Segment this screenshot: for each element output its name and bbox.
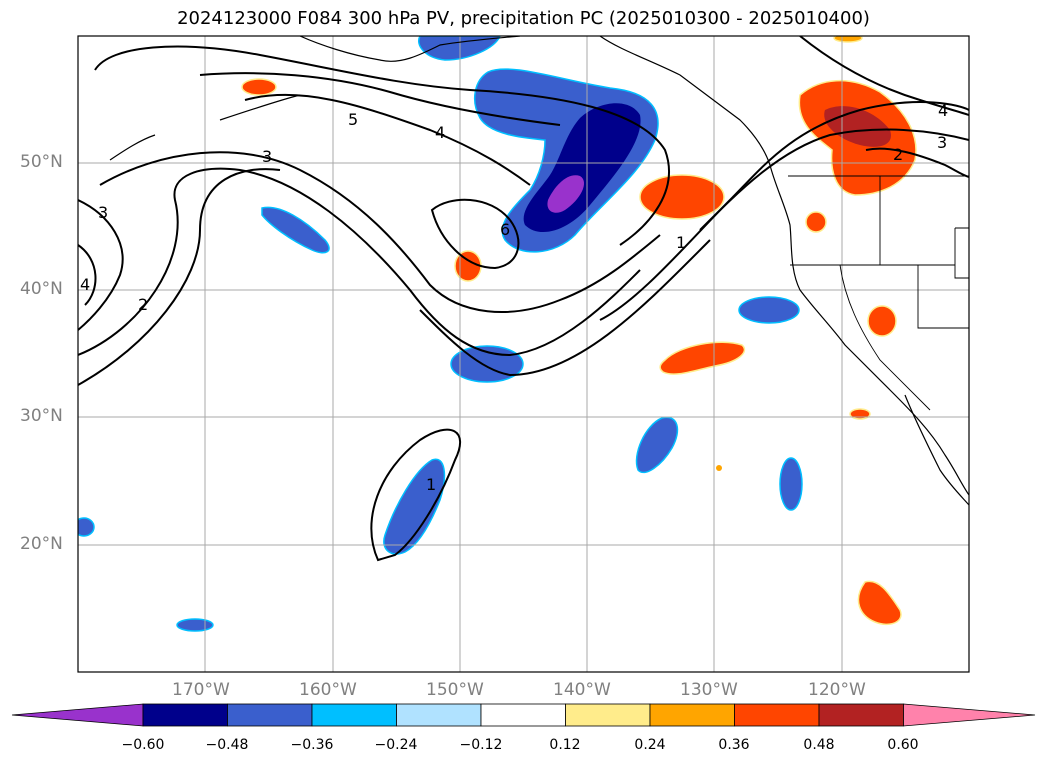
contour-label: 4 (80, 275, 90, 294)
pv-contours (78, 36, 969, 562)
colorbar (11, 703, 1036, 727)
precip-negative-peak (547, 175, 585, 213)
precip-positive-dot (716, 465, 722, 471)
lon-label: 150°W (426, 680, 484, 700)
coastlines (109, 36, 969, 506)
precip-positive-mid (659, 341, 746, 375)
colorbar-segment (480, 703, 566, 727)
colorbar-tick-label: −0.48 (205, 737, 249, 753)
lat-label: 20°N (20, 534, 63, 554)
lon-label: 130°W (680, 680, 738, 700)
colorbar-tick-label: 0.36 (718, 737, 750, 753)
precip-positive-top (833, 36, 863, 43)
lon-label: 170°W (172, 680, 230, 700)
colorbar-tick-label: −0.60 (121, 737, 165, 753)
contour-label: 2 (138, 295, 148, 314)
precip-negative-sc (635, 416, 679, 474)
colorbar-tick-label: −0.24 (374, 737, 418, 753)
colorbar-segment (734, 703, 820, 727)
contour-label: 3 (937, 133, 947, 152)
colorbar-tick-label: 0.24 (634, 737, 666, 753)
contour-labels: 5 4 3 3 2 4 6 1 1 4 3 2 (80, 101, 948, 494)
precip-positive-small-d (867, 305, 897, 337)
colorbar-tick-label: 0.12 (549, 737, 581, 753)
figure-title: 2024123000 F084 300 hPa PV, precipitatio… (177, 8, 870, 29)
colorbar-segment (311, 703, 397, 727)
precip-positive-small-c (805, 211, 827, 233)
contour-label: 5 (348, 110, 358, 129)
precip-negative-edge (78, 517, 95, 537)
ocean-background (78, 36, 969, 672)
lon-label: 120°W (808, 680, 866, 700)
colorbar-extend-min (11, 703, 144, 727)
contour-label: 6 (500, 220, 510, 239)
contour-label: 4 (938, 101, 948, 120)
precip-positive-offshore (639, 174, 725, 220)
colorbar-segment (227, 703, 313, 727)
graticule (78, 36, 969, 672)
colorbar-segment (818, 703, 904, 727)
map-frame (77, 35, 970, 673)
lon-label: 160°W (299, 680, 357, 700)
contour-label: 1 (426, 475, 436, 494)
precip-negative-w (261, 206, 330, 254)
precip-positive-small-a (241, 78, 277, 96)
precip-negative-hi (176, 618, 214, 632)
colorbar-tick-label: 0.48 (803, 737, 835, 753)
precip-negative-se (779, 457, 803, 511)
colorbar-segment (565, 703, 651, 727)
lon-label: 140°W (553, 680, 611, 700)
colorbar-tick-label: 0.60 (887, 737, 919, 753)
lat-label: 50°N (20, 152, 63, 172)
contour-label: 4 (435, 123, 445, 142)
colorbar-tick-label: −0.12 (459, 737, 503, 753)
map-content: 5 4 3 3 2 4 6 1 1 4 3 2 (78, 36, 969, 672)
precip-negative-e (738, 296, 800, 324)
contour-label: 3 (262, 147, 272, 166)
contour-label: 2 (893, 145, 903, 164)
precip-positive-small-b (454, 250, 482, 282)
contour-label: 3 (98, 203, 108, 222)
colorbar-extend-max (903, 703, 1036, 727)
lat-label: 40°N (20, 279, 63, 299)
colorbar-segment (396, 703, 482, 727)
colorbar-segment (142, 703, 228, 727)
colorbar-tick-label: −0.36 (290, 737, 334, 753)
contour-label: 1 (676, 233, 686, 252)
lat-label: 30°N (20, 406, 63, 426)
precip-negative-sw (383, 458, 446, 555)
colorbar-segment (649, 703, 735, 727)
precip-positive-south (857, 580, 902, 626)
precip-negative-north (418, 36, 501, 61)
political-borders (788, 175, 969, 411)
